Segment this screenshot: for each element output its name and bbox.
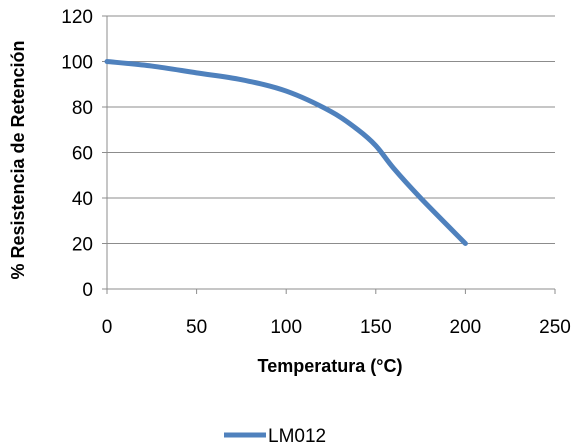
y-axis-title: % Resistencia de Retención <box>8 40 28 279</box>
y-tick-label: 0 <box>82 280 93 301</box>
axes <box>102 15 556 294</box>
x-tick-label: 150 <box>360 317 392 338</box>
gridlines <box>107 15 555 244</box>
y-tick-label: 100 <box>61 53 93 74</box>
series-line-lm012 <box>104 59 468 246</box>
legend: LM012 <box>224 426 326 447</box>
x-tick-label: 200 <box>450 317 482 338</box>
x-tick-labels: 0 50 100 150 200 250 <box>102 317 571 338</box>
y-tick-label: 120 <box>61 7 93 28</box>
y-tick-label: 40 <box>72 189 93 210</box>
plot-area <box>104 59 468 246</box>
x-tick-label: 50 <box>186 317 207 338</box>
x-tick-label: 250 <box>539 317 571 338</box>
y-tick-label: 20 <box>72 235 93 256</box>
legend-label-lm012: LM012 <box>268 426 326 447</box>
x-tick-label: 0 <box>102 317 113 338</box>
y-tick-label: 60 <box>72 144 93 165</box>
y-tick-label: 80 <box>72 98 93 119</box>
x-tick-label: 100 <box>270 317 302 338</box>
x-axis-title: Temperatura (°C) <box>258 356 403 376</box>
y-tick-labels: 0 20 40 60 80 100 120 <box>61 7 93 301</box>
